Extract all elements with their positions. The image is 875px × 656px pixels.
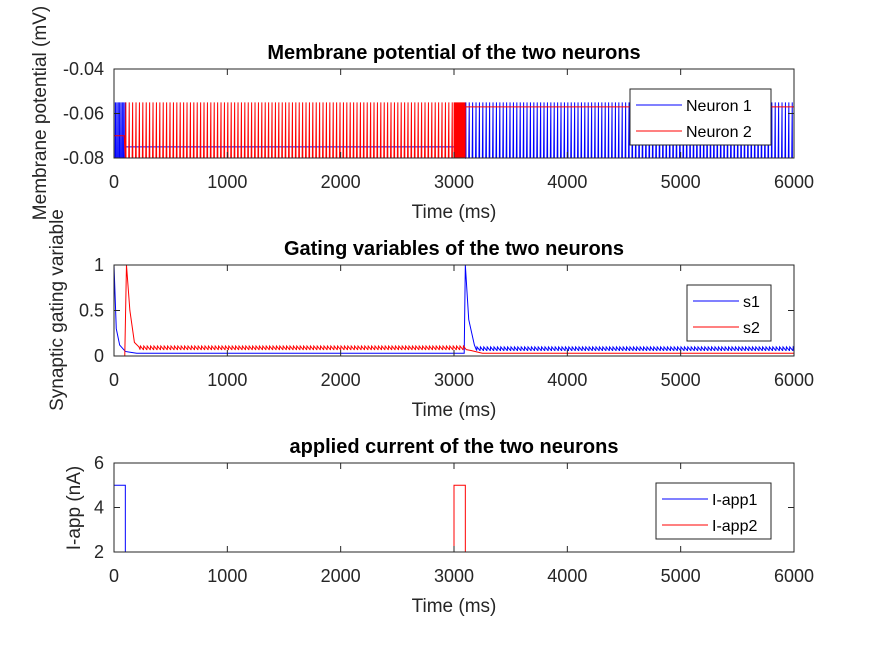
legend-box xyxy=(686,284,772,342)
x-tick-label: 4000 xyxy=(547,172,587,192)
chart-title: applied current of the two neurons xyxy=(290,436,619,458)
x-tick-label: 4000 xyxy=(547,566,587,586)
x-tick-label: 5000 xyxy=(661,566,701,586)
y-tick-label: 1 xyxy=(94,255,104,275)
legend-entry-label: Neuron 2 xyxy=(686,124,752,141)
x-tick-label: 0 xyxy=(109,370,119,390)
chart-panel-2: 0 1000 2000 3000 4000 5000 6000 0 0.5 1 Gating var… xyxy=(47,209,814,421)
x-tick-label: 5000 xyxy=(661,172,701,192)
y-axis-label: I-app (nA) xyxy=(64,466,85,550)
x-tick-label: 2000 xyxy=(321,370,361,390)
legend: Neuron 1 Neuron 2 xyxy=(629,88,772,146)
y-tick-label: 0.5 xyxy=(79,301,104,321)
legend-box xyxy=(655,482,772,540)
x-axis-label: Time (ms) xyxy=(412,400,497,421)
legend-entry-label: s2 xyxy=(743,320,760,337)
y-axis-label: Membrane potential (mV) xyxy=(30,6,51,220)
chart-panel-1: 0 1000 2000 3000 4000 5000 6000 -0.08 -0.06 -0.04… xyxy=(30,6,814,223)
x-tick-label: 2000 xyxy=(321,566,361,586)
x-tick-label: 0 xyxy=(109,172,119,192)
y-tick-label: -0.08 xyxy=(63,148,104,168)
chart-title: Gating variables of the two neurons xyxy=(284,238,624,260)
y-tick-label: -0.06 xyxy=(63,104,104,124)
y-tick-label: 0 xyxy=(94,346,104,366)
y-tick-label: 2 xyxy=(94,542,104,562)
x-tick-label: 5000 xyxy=(661,370,701,390)
x-tick-label: 2000 xyxy=(321,172,361,192)
chart-title: Membrane potential of the two neurons xyxy=(267,42,640,64)
legend-entry-label: Neuron 1 xyxy=(686,98,752,115)
x-tick-label: 6000 xyxy=(774,172,814,192)
legend-entry-label: I-app2 xyxy=(712,518,757,535)
y-tick-label: 4 xyxy=(94,498,104,518)
x-tick-label: 3000 xyxy=(434,172,474,192)
legend: s1 s2 xyxy=(686,284,772,342)
y-tick-label: 6 xyxy=(94,453,104,473)
x-tick-label: 1000 xyxy=(207,370,247,390)
legend-box xyxy=(629,88,772,146)
legend: I-app1 I-app2 xyxy=(655,482,772,540)
y-tick-label: -0.04 xyxy=(63,59,104,79)
x-tick-label: 6000 xyxy=(774,566,814,586)
series-line-s2 xyxy=(114,264,794,357)
x-tick-label: 3000 xyxy=(434,566,474,586)
x-tick-label: 4000 xyxy=(547,370,587,390)
legend-entry-label: s1 xyxy=(743,294,760,311)
x-tick-label: 0 xyxy=(109,566,119,586)
series-line-s1 xyxy=(114,264,794,354)
plot-area xyxy=(114,265,794,356)
x-tick-label: 6000 xyxy=(774,370,814,390)
x-axis-label: Time (ms) xyxy=(412,202,497,223)
x-tick-label: 1000 xyxy=(207,566,247,586)
legend-entry-label: I-app1 xyxy=(712,492,757,509)
x-tick-label: 1000 xyxy=(207,172,247,192)
chart-panel-3: 0 1000 2000 3000 4000 5000 6000 2 4 6 applied curr… xyxy=(64,436,814,617)
x-tick-label: 3000 xyxy=(434,370,474,390)
x-axis-label: Time (ms) xyxy=(412,596,497,617)
y-axis-label: Synaptic gating variable xyxy=(47,209,68,411)
